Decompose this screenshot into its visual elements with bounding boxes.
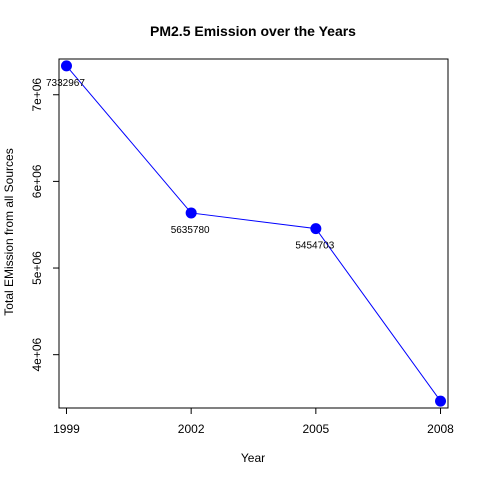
chart-title: PM2.5 Emission over the Years bbox=[150, 23, 356, 39]
data-label: 5454703 bbox=[295, 241, 334, 252]
x-tick-label: 2005 bbox=[302, 422, 329, 436]
x-axis-title: Year bbox=[241, 451, 265, 465]
x-tick-label: 1999 bbox=[53, 422, 80, 436]
data-label: 7332967 bbox=[46, 78, 85, 89]
points-layer bbox=[60, 60, 447, 407]
y-axis: 4e+06 5e+06 6e+06 7e+06 bbox=[30, 78, 59, 372]
plot-frame bbox=[58, 58, 449, 409]
data-point bbox=[185, 207, 197, 219]
data-point bbox=[435, 395, 447, 407]
series-layer bbox=[66, 65, 441, 402]
y-tick-label: 7e+06 bbox=[30, 78, 44, 112]
data-point bbox=[310, 223, 322, 235]
x-tick-label: 2002 bbox=[178, 422, 205, 436]
x-tick-label: 2008 bbox=[427, 422, 454, 436]
data-labels-layer: 7332967 5635780 5454703 bbox=[46, 78, 335, 252]
data-label: 5635780 bbox=[171, 225, 210, 236]
y-tick-label: 4e+06 bbox=[30, 337, 44, 371]
data-point bbox=[60, 60, 72, 72]
y-tick-label: 5e+06 bbox=[30, 251, 44, 285]
y-axis-title: Total EMission from all Sources bbox=[2, 148, 16, 315]
y-tick-label: 6e+06 bbox=[30, 164, 44, 198]
x-axis: 1999 2002 2005 2008 bbox=[53, 408, 454, 436]
series-line bbox=[66, 65, 441, 402]
